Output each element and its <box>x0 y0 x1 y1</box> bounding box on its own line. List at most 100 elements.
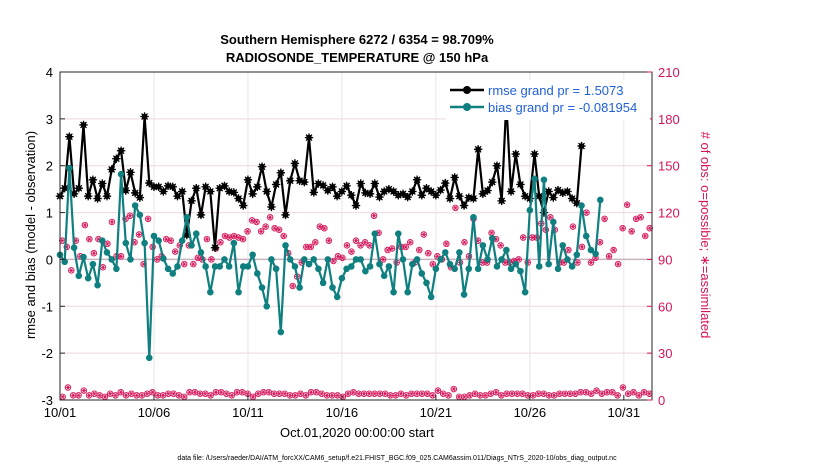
obs-count-marker <box>175 392 183 399</box>
rmse-point-ray <box>310 188 318 196</box>
rmse-point <box>445 194 455 203</box>
obs-count-marker <box>614 392 621 399</box>
obs-count-marker <box>355 390 362 398</box>
obs-assimilated-star <box>214 390 218 395</box>
bias-point <box>535 263 543 270</box>
obs-count-marker <box>434 387 442 394</box>
obs-count-marker <box>439 390 447 398</box>
bias-point <box>183 213 191 221</box>
bias-point <box>521 288 529 296</box>
obs-count-marker <box>138 392 146 399</box>
obs-possible-circle <box>461 238 468 246</box>
obs-count-marker <box>535 390 542 398</box>
rmse-point <box>412 175 422 184</box>
obs-assimilated-star <box>304 244 308 250</box>
obs-count-marker <box>144 215 152 223</box>
bias-point <box>70 244 78 252</box>
obs-possible-circle <box>450 385 458 393</box>
rmse-point <box>511 149 520 159</box>
obs-possible-circle <box>630 388 637 396</box>
obs-count-marker <box>257 228 265 235</box>
obs-possible-circle <box>194 254 202 262</box>
obs-count-marker <box>265 388 273 396</box>
obs-possible-circle <box>307 243 315 251</box>
obs-assimilated-star <box>196 255 200 260</box>
obs-count-marker <box>343 242 351 249</box>
x-tick-label: 10/26 <box>514 405 547 420</box>
obs-possible-circle <box>619 384 627 391</box>
obs-count-marker <box>556 390 563 398</box>
obs-assimilated-star <box>309 390 313 395</box>
obs-count-marker <box>162 235 170 243</box>
obs-assimilated-star <box>435 254 439 259</box>
obs-assimilated-star <box>589 260 593 265</box>
obs-assimilated-star <box>521 235 525 240</box>
bias-point <box>413 256 421 263</box>
obs-assimilated-star <box>313 240 317 245</box>
obs-count-marker <box>190 260 197 268</box>
bias-point <box>117 170 125 178</box>
obs-assimilated-star <box>515 391 519 396</box>
obs-assimilated-star <box>133 240 137 245</box>
obs-assimilated-star <box>566 247 570 253</box>
bias-point <box>263 302 271 310</box>
obs-assimilated-star <box>124 393 128 398</box>
obs-assimilated-star <box>250 218 254 223</box>
rmse-point-ray <box>239 202 247 209</box>
obs-possible-circle <box>228 392 236 399</box>
obs-count-marker <box>461 238 468 246</box>
obs-count-marker <box>452 204 459 212</box>
obs-count-marker <box>135 231 143 238</box>
obs-assimilated-star <box>71 393 75 398</box>
bias-point <box>305 260 313 268</box>
obs-assimilated-star <box>643 233 647 239</box>
obs-count-marker <box>318 390 325 398</box>
obs-count-marker <box>75 392 82 399</box>
rmse-point-ray <box>314 180 322 187</box>
obs-possible-circle <box>334 253 342 260</box>
rmse-point <box>544 187 553 196</box>
obs-assimilated-star <box>351 390 355 395</box>
obs-count-marker <box>228 392 236 399</box>
obs-count-marker <box>418 390 426 398</box>
rmse-point-ray <box>230 188 238 196</box>
obs-possible-circle <box>190 260 197 268</box>
rmse-point-ray <box>286 177 294 185</box>
obs-assimilated-star <box>230 393 234 398</box>
obs-possible-circle <box>587 259 595 266</box>
obs-count-marker <box>379 256 387 263</box>
right-tick-label: 180 <box>658 112 680 127</box>
obs-count-marker <box>171 248 179 255</box>
obs-possible-circle <box>429 260 437 268</box>
bias-point <box>174 263 181 270</box>
rmse-point-ray <box>108 166 116 173</box>
bias-point <box>160 255 167 262</box>
obs-count-marker <box>260 388 267 396</box>
rmse-point-ray <box>131 189 139 197</box>
rmse-point-ray <box>479 190 487 198</box>
rmse-point <box>262 187 271 196</box>
rmse-point-ray <box>521 192 529 200</box>
rmse-point <box>79 120 88 130</box>
obs-count-marker <box>352 237 360 244</box>
bias-point <box>474 265 482 273</box>
obs-assimilated-star <box>584 210 588 215</box>
obs-count-marker <box>420 231 428 238</box>
rmse-point <box>55 191 65 201</box>
obs-assimilated-star <box>626 391 630 396</box>
obs-assimilated-star <box>363 240 367 245</box>
obs-assimilated-star <box>259 229 263 234</box>
obs-assimilated-star <box>205 236 209 242</box>
obs-possible-circle <box>445 392 452 399</box>
bias-point <box>268 256 275 263</box>
obs-possible-circle <box>153 256 161 263</box>
bias-point <box>550 218 557 226</box>
obs-possible-circle <box>217 238 224 246</box>
rmse-point <box>398 189 408 199</box>
obs-possible-circle <box>221 232 229 240</box>
rmse-point-ray <box>488 178 496 186</box>
obs-assimilated-star <box>169 238 173 243</box>
obs-count-marker <box>202 390 209 398</box>
obs-count-marker <box>96 392 103 399</box>
rmse-point <box>506 187 516 196</box>
